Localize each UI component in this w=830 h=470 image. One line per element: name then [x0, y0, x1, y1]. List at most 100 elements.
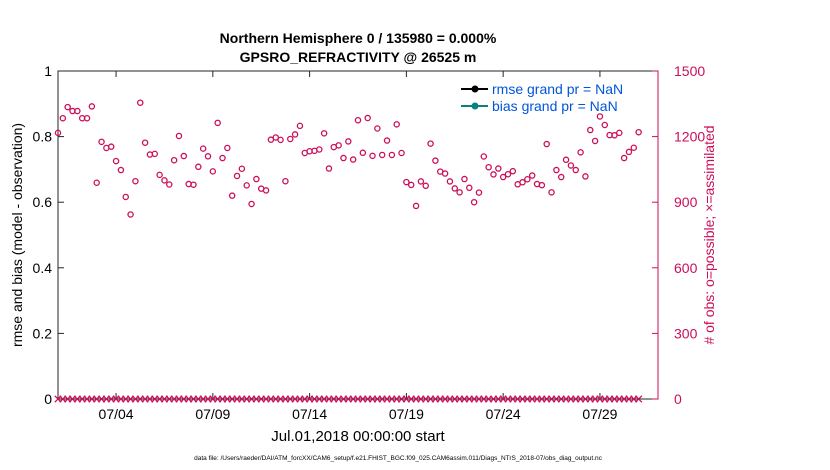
obs-possible-marker	[504, 170, 512, 178]
y-right-tick-label: 0	[674, 391, 682, 407]
obs-possible-marker	[475, 189, 483, 196]
obs-possible-marker	[432, 157, 439, 164]
obs-possible-marker	[151, 150, 159, 158]
x-tick-label: 07/09	[195, 406, 230, 422]
obs-possible-marker	[64, 103, 71, 111]
y-right-tick-label: 1200	[674, 129, 705, 145]
legend: rmse grand pr = NaN bias grand pr = NaN	[461, 81, 623, 114]
obs-possible-marker	[446, 178, 454, 185]
obs-possible-marker	[54, 129, 62, 137]
obs-possible-marker	[364, 114, 371, 122]
obs-possible-marker	[557, 173, 565, 181]
legend-bias-label: bias grand pr = NaN	[492, 98, 618, 114]
obs-possible-marker	[161, 177, 168, 184]
y-axis-right: 0 300 600 900 1200 1500	[652, 63, 705, 407]
obs-possible-marker	[538, 181, 546, 189]
obs-possible-marker	[403, 178, 410, 186]
y-axis-right-label: # of obs: o=possible; ×=assimilated	[701, 125, 717, 344]
obs-possible-marker	[485, 163, 492, 171]
obs-possible-marker	[587, 126, 594, 134]
obs-possible-marker	[127, 211, 134, 218]
obs-possible-marker	[262, 187, 270, 194]
x-tick-label: 07/24	[486, 406, 521, 422]
y-right-tick-label: 900	[674, 194, 698, 210]
obs-possible-marker	[519, 179, 526, 186]
obs-possible-marker	[335, 142, 342, 149]
obs-possible-marker	[567, 162, 575, 169]
obs-possible-marker	[354, 116, 362, 124]
obs-possible-marker	[553, 166, 560, 174]
obs-possible-marker	[490, 171, 497, 178]
obs-possible-marker	[427, 140, 434, 147]
obs-possible-marker	[243, 182, 250, 189]
obs-possible-marker	[272, 134, 279, 141]
obs-possible-marker	[74, 107, 81, 115]
obs-possible-marker	[480, 153, 488, 160]
legend-bias-marker	[471, 102, 479, 110]
obs-possible-marker	[369, 152, 376, 160]
obs-possible-marker	[393, 121, 400, 128]
obs-possible-marker	[209, 168, 217, 175]
y-left-tick-label: 0.4	[33, 260, 53, 276]
obs-possible-marker	[175, 132, 183, 140]
x-tick-label: 07/19	[389, 406, 424, 422]
obs-possible-marker	[195, 163, 202, 171]
obs-possible-marker	[199, 145, 207, 152]
y-left-tick-label: 0.8	[33, 129, 53, 145]
obs-possible-marker	[166, 181, 173, 188]
obs-possible-marker	[93, 179, 100, 186]
x-axis-label: Jul.01,2018 00:00:00 start	[271, 428, 445, 445]
obs-possible-marker	[98, 138, 105, 146]
obs-possible-marker	[577, 149, 584, 156]
footer-data-file: data file: /Users/raeder/DAI/ATM_forcXX/…	[194, 455, 603, 462]
obs-possible-marker	[591, 137, 599, 145]
y-left-tick-label: 0.2	[33, 325, 53, 341]
x-tick-label: 07/14	[292, 406, 327, 422]
obs-possible-marker	[122, 193, 129, 201]
obs-possible-marker	[219, 154, 226, 162]
obs-assimilated-stroke	[634, 395, 643, 403]
obs-possible-marker	[417, 178, 425, 185]
obs-possible-marker	[611, 132, 618, 139]
obs-assimilated-marker	[634, 395, 643, 403]
obs-possible-marker	[238, 165, 246, 172]
chart-title-line1: Northern Hemisphere 0 / 135980 = 0.000%	[220, 30, 497, 46]
obs-possible-marker	[441, 170, 449, 177]
obs-possible-marker	[83, 114, 91, 122]
x-tick-label: 07/29	[582, 406, 617, 422]
obs-possible-marker	[407, 181, 415, 189]
obs-possible-marker	[383, 137, 391, 144]
x-axis: 07/04 07/09 07/14 07/19 07/24 07/29	[99, 71, 618, 422]
legend-rmse-marker	[471, 85, 479, 93]
obs-possible-marker	[616, 129, 623, 137]
obs-possible-marker	[320, 130, 328, 137]
obs-possible-marker	[277, 136, 284, 144]
y-right-tick-label: 600	[674, 260, 698, 276]
obs-possible-marker	[112, 157, 120, 165]
obs-series	[54, 99, 643, 403]
obs-possible-marker	[562, 156, 570, 164]
obs-possible-marker	[228, 192, 236, 199]
obs-possible-marker	[224, 144, 231, 152]
obs-possible-marker	[253, 175, 260, 183]
obs-possible-marker	[190, 181, 197, 188]
y-right-tick-label: 300	[674, 325, 698, 341]
obs-possible-marker	[461, 175, 468, 183]
obs-possible-marker	[470, 198, 478, 206]
chart-title-line2: GPSRO_REFRACTIVITY @ 26525 m	[240, 49, 477, 65]
obs-possible-marker	[524, 175, 531, 183]
obs-possible-marker	[596, 113, 604, 120]
obs-possible-marker	[107, 143, 115, 150]
obs-possible-marker	[88, 103, 96, 110]
obs-possible-marker	[528, 172, 536, 179]
obs-possible-marker	[248, 200, 255, 208]
obs-possible-marker	[625, 148, 633, 156]
obs-possible-marker	[572, 166, 579, 174]
plot-area	[57, 70, 659, 400]
obs-possible-marker	[601, 121, 609, 129]
obs-possible-marker	[548, 189, 555, 196]
obs-possible-marker	[359, 149, 367, 157]
obs-possible-marker	[325, 165, 333, 172]
obs-possible-marker	[316, 146, 323, 153]
